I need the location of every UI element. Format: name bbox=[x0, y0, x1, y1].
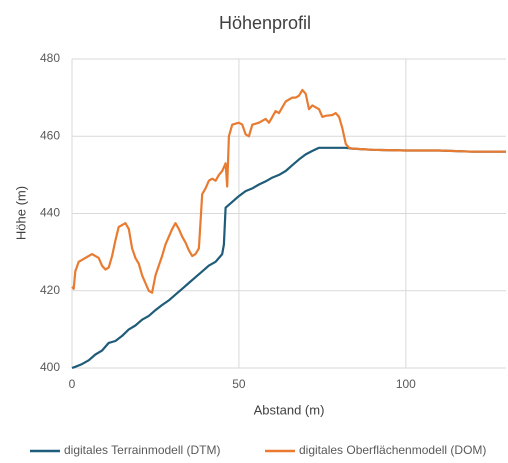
y-tick-label: 460 bbox=[40, 128, 60, 142]
y-tick-label: 480 bbox=[40, 51, 60, 65]
y-tick-label: 400 bbox=[40, 360, 60, 374]
x-axis-label: Abstand (m) bbox=[254, 402, 325, 417]
chart-title: Höhenprofil bbox=[219, 13, 311, 33]
y-tick-label: 420 bbox=[40, 283, 60, 297]
x-tick-label: 0 bbox=[69, 377, 76, 391]
x-tick-label: 100 bbox=[396, 377, 416, 391]
y-tick-label: 440 bbox=[40, 206, 60, 220]
data-line bbox=[71, 146, 506, 370]
y-axis-label: Höhe (m) bbox=[13, 186, 28, 240]
x-tick-label: 50 bbox=[232, 377, 246, 391]
data-line bbox=[71, 88, 506, 294]
legend-label: digitales Terrainmodell (DTM) bbox=[64, 443, 221, 457]
legend-label: digitales Oberflächenmodell (DOM) bbox=[299, 443, 486, 457]
